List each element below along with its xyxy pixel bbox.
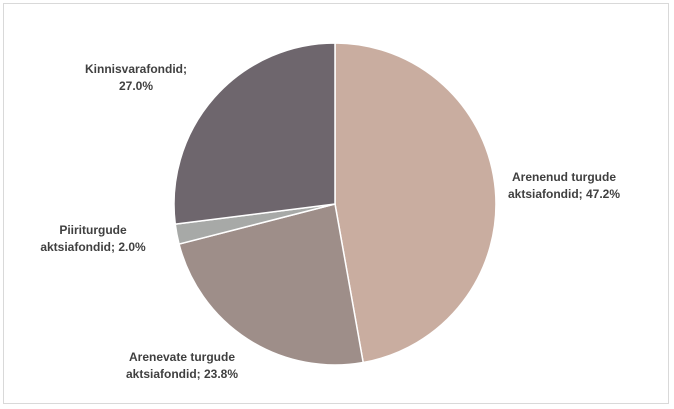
pie-slice-1 (334, 42, 497, 364)
pie-slices (173, 42, 497, 366)
slice-label-line: aktsiafondid; 23.8% (126, 367, 238, 381)
slice-label-3: Piiriturgude aktsiafondid; 2.0% (40, 223, 146, 254)
slice-label-line: Arenenud turgude (512, 170, 616, 184)
pie-labels: Arenenud turgude aktsiafondid; 47.2%Arene… (40, 62, 620, 381)
slice-label-2: Arenevate turgude aktsiafondid; 23.8% (126, 350, 238, 381)
slice-label-4: Kinnisvarafondid; 27.0% (85, 62, 187, 93)
slice-label-line: aktsiafondid; 47.2% (508, 187, 620, 201)
slice-label-line: Kinnisvarafondid; (85, 62, 187, 76)
slice-label-1: Arenenud turgude aktsiafondid; 47.2% (508, 170, 620, 201)
slice-label-line: aktsiafondid; 2.0% (40, 240, 146, 254)
pie-slice-4 (173, 42, 336, 226)
slice-label-line: 27.0% (119, 79, 153, 93)
slice-label-line: Piiriturgude (59, 223, 127, 237)
slice-label-line: Arenevate turgude (129, 350, 235, 364)
pie-slice-2 (178, 203, 365, 366)
